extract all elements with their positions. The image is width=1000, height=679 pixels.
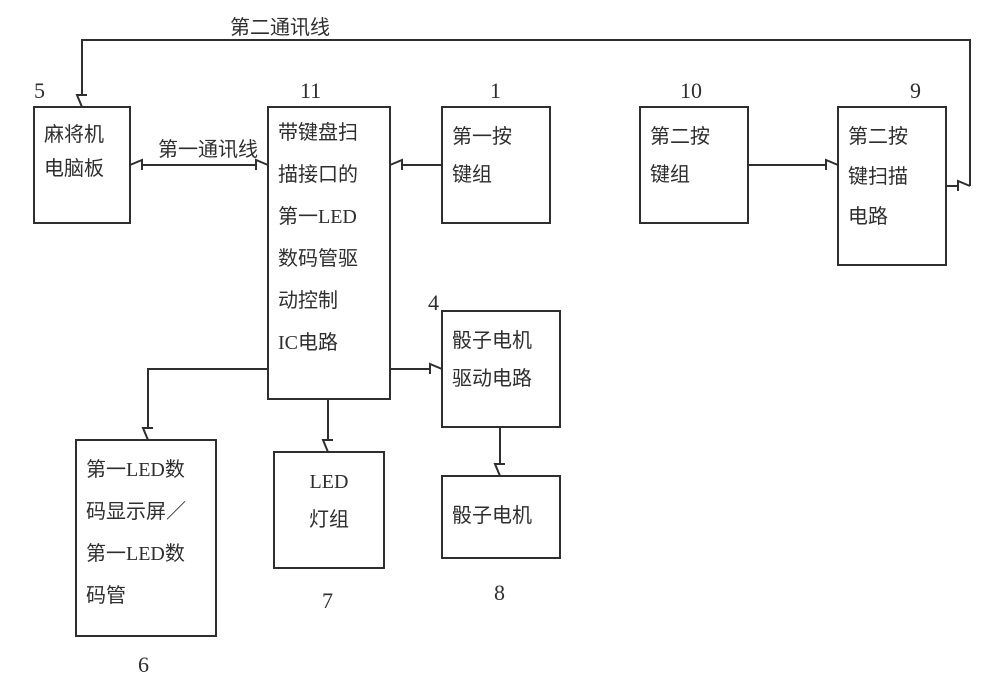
- node-n6-number: 6: [138, 652, 149, 677]
- node-n5-number: 5: [34, 78, 45, 103]
- node-n1-line-0: 第一按: [452, 125, 512, 148]
- node-n1: 第一按键组: [442, 107, 550, 223]
- node-n7: LED 灯组: [274, 452, 384, 568]
- node-n11-line-2: 第一LED: [278, 205, 357, 228]
- node-n4-line-0: 骰子电机: [452, 329, 532, 352]
- node-n7-line-1: 灯组: [309, 508, 349, 531]
- node-n11-line-0: 带键盘扫: [278, 121, 358, 144]
- node-n5: 麻将机电脑板: [34, 107, 130, 223]
- node-n6-line-3: 码管: [86, 584, 126, 607]
- node-n1-line-1: 键组: [452, 163, 492, 186]
- node-n11-number: 11: [300, 78, 321, 103]
- node-n6: 第一LED数码显示屏／ 第一LED数码管: [76, 440, 216, 636]
- node-n11: 带键盘扫描接口的第一LED 数码管驱动控制 IC电路: [268, 107, 390, 399]
- node-n7-number: 7: [322, 588, 333, 613]
- node-n11-line-1: 描接口的: [278, 163, 358, 186]
- node-n11-line-3: 数码管驱: [278, 247, 358, 270]
- node-n11-line-4: 动控制: [278, 289, 338, 312]
- node-n5-line-0: 麻将机: [44, 123, 104, 146]
- node-n9-number: 9: [910, 78, 921, 103]
- edge-e5_11-label: 第一通讯线: [158, 138, 258, 161]
- diagram-canvas: 麻将机电脑板 5 带键盘扫描接口的第一LED 数码管驱动控制 IC电路 11 第一按键组 1 第…: [0, 0, 1000, 679]
- node-n8: 骰子电机: [442, 476, 560, 558]
- node-n1-number: 1: [490, 78, 501, 103]
- edge-e11_6: [148, 369, 268, 428]
- node-n9-line-1: 键扫描: [848, 165, 908, 188]
- node-n4-line-1: 驱动电路: [452, 367, 532, 390]
- node-n6-line-2: 第一LED数: [86, 542, 185, 565]
- node-n8-number: 8: [494, 580, 505, 605]
- node-n6-line-0: 第一LED数: [86, 458, 185, 481]
- node-n10-line-0: 第二按: [650, 125, 710, 148]
- node-n9: 第二按键扫描电路: [838, 107, 946, 265]
- edge-e_loop-label: 第二通讯线: [230, 16, 330, 39]
- node-n4-number: 4: [428, 290, 439, 315]
- node-n8-line-0: 骰子电机: [452, 504, 532, 527]
- node-n11-line-5: IC电路: [278, 331, 338, 354]
- node-n9-line-2: 电路: [848, 205, 888, 228]
- node-n10-number: 10: [680, 78, 702, 103]
- node-n6-line-1: 码显示屏／: [86, 501, 186, 523]
- node-n4: 骰子电机驱动电路: [442, 311, 560, 427]
- node-n9-line-0: 第二按: [848, 125, 908, 148]
- node-n7-line-0: LED: [310, 471, 349, 493]
- node-n5-line-1: 电脑板: [44, 157, 104, 180]
- node-n10-line-1: 键组: [650, 163, 690, 186]
- node-n10: 第二按键组: [640, 107, 748, 223]
